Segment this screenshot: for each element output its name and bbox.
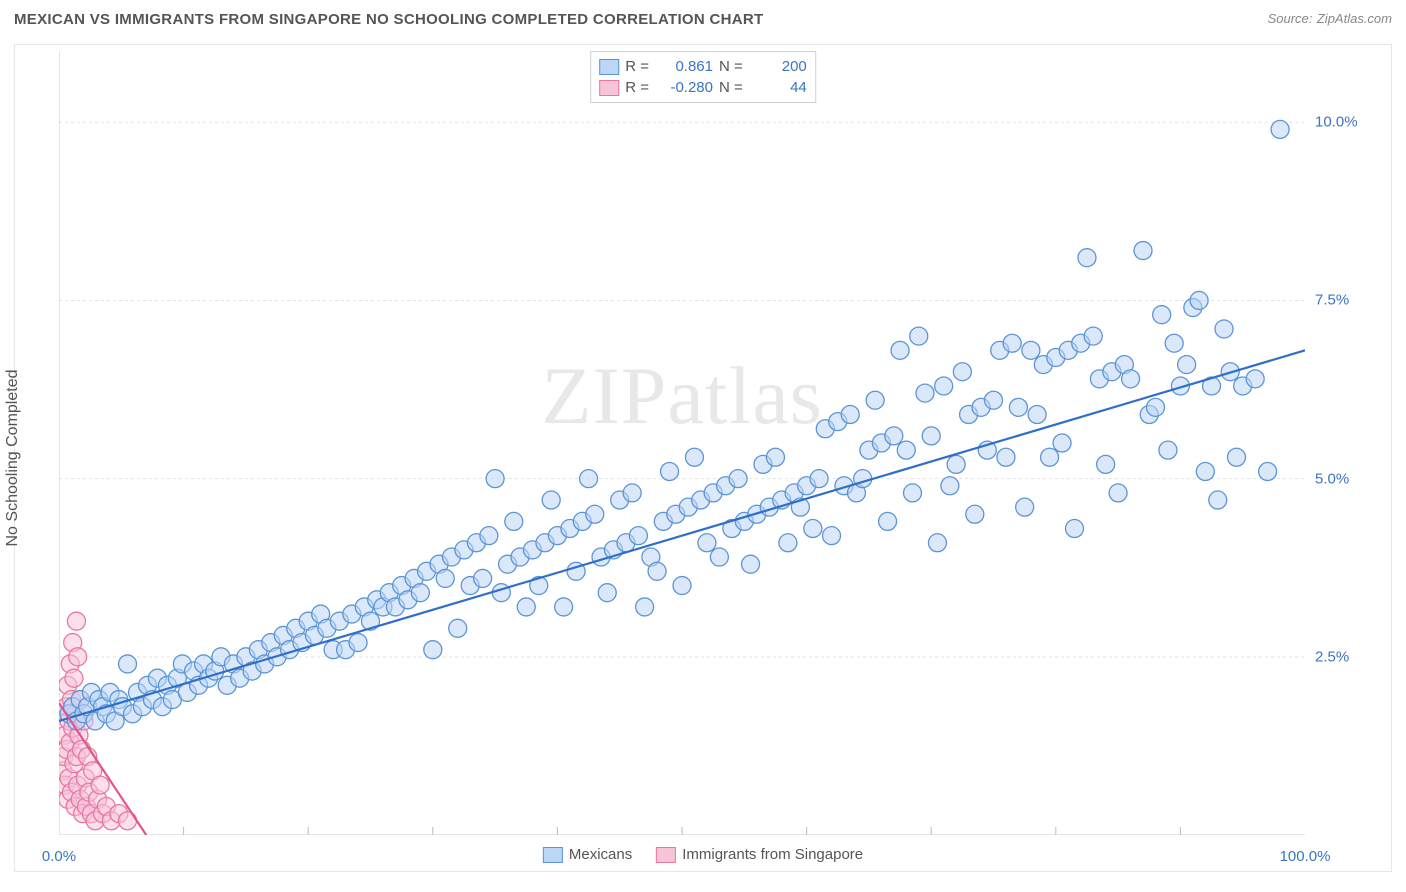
n-label: N = [719,56,743,77]
y-tick-label: 7.5% [1315,292,1383,309]
page-title: MEXICAN VS IMMIGRANTS FROM SINGAPORE NO … [14,11,764,28]
source-name: ZipAtlas.com [1317,11,1392,26]
n-value-mexicans: 200 [749,56,807,77]
y-tick-label: 5.0% [1315,470,1383,487]
source: Source: ZipAtlas.com [1268,10,1392,28]
series-label-singapore: Immigrants from Singapore [682,846,863,863]
source-label: Source: [1268,11,1313,26]
x-tick-label: 100.0% [1280,848,1331,865]
n-value-singapore: 44 [749,77,807,98]
r-label: R = [625,77,649,98]
swatch-singapore-icon [656,847,676,863]
series-label-mexicans: Mexicans [569,846,632,863]
swatch-mexicans-icon [543,847,563,863]
chart-container: No Schooling Completed R = 0.861 N = 200… [14,44,1392,872]
y-tick-label: 10.0% [1315,114,1383,131]
r-label: R = [625,56,649,77]
plot-area: ZIPatlas 2.5%5.0%7.5%10.0%0.0%100.0% [59,51,1305,835]
y-tick-label: 2.5% [1315,648,1383,665]
x-tick-label: 0.0% [42,848,76,865]
swatch-mexicans-icon [599,59,619,75]
series-legend-mexicans: Mexicans [543,846,632,863]
r-value-singapore: -0.280 [655,77,713,98]
series-legend-singapore: Immigrants from Singapore [656,846,863,863]
scatter-plot [59,51,1305,835]
n-label: N = [719,77,743,98]
title-bar: MEXICAN VS IMMIGRANTS FROM SINGAPORE NO … [0,0,1406,32]
y-axis-label: No Schooling Completed [4,370,22,547]
series-legend: Mexicans Immigrants from Singapore [543,846,863,863]
correlation-legend-row-singapore: R = -0.280 N = 44 [599,77,807,98]
r-value-mexicans: 0.861 [655,56,713,77]
correlation-legend: R = 0.861 N = 200 R = -0.280 N = 44 [590,51,816,103]
correlation-legend-row-mexicans: R = 0.861 N = 200 [599,56,807,77]
swatch-singapore-icon [599,80,619,96]
